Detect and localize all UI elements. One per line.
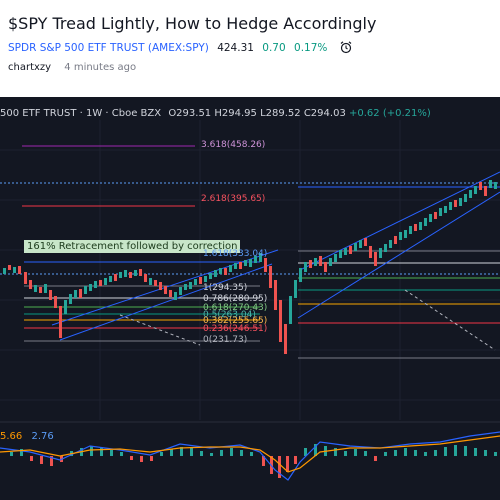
fib-label-1618: 1.618(333.04)	[203, 249, 268, 259]
author-name[interactable]: chartxzy	[8, 62, 52, 73]
alarm-clock-icon[interactable]	[339, 40, 353, 57]
price-chart[interactable]	[0, 97, 500, 500]
fib-label-2618: 2.618(395.65)	[201, 194, 266, 204]
symbol-change-percent: 0.17%	[294, 42, 328, 54]
fib-label-3618: 3.618(458.26)	[201, 140, 266, 150]
symbol-price: 424.31	[217, 42, 254, 54]
author-row: chartxzy 4 minutes ago	[8, 62, 136, 73]
symbol-row: SPDR S&P 500 ETF TRUST (AMEX:SPY) 424.31…	[8, 40, 353, 57]
fib-label-0: 0(231.73)	[203, 335, 248, 345]
ohlc-legend: 500 ETF TRUST · 1W · Cboe BZX O293.51 H2…	[0, 108, 431, 119]
macd-line	[0, 431, 500, 481]
ohlc-change: +0.62 (+0.21%)	[349, 108, 431, 119]
left-channel-lower	[59, 263, 273, 341]
indicator-values: 5.66 2.76	[0, 431, 54, 442]
idea-title: $SPY Tread Lightly, How to Hedge Accordi…	[8, 14, 377, 33]
fib-label-0236: 0.236(246.51)	[203, 324, 268, 334]
indicator-value-2: 2.76	[31, 431, 54, 442]
fib-label-0786: 0.786(280.95)	[203, 294, 268, 304]
annotation-note[interactable]: 161% Retracement followed by correction	[24, 240, 241, 253]
fib-label-05: 0.5(263.04)	[203, 310, 256, 320]
ohlc-low: L289.52	[260, 108, 301, 119]
ohlc-high: H294.95	[214, 108, 257, 119]
chart-panel[interactable]: 500 ETF TRUST · 1W · Cboe BZX O293.51 H2…	[0, 97, 500, 500]
ohlc-name: 500 ETF TRUST · 1W · Cboe BZX	[0, 108, 162, 119]
dashed-trend-left	[119, 314, 201, 346]
fib-label-0382: 0.382(255.65)	[203, 316, 268, 326]
idea-header: $SPY Tread Lightly, How to Hedge Accordi…	[0, 0, 500, 97]
candles-right	[299, 180, 497, 282]
symbol-change: 0.70	[262, 42, 286, 54]
publish-time: 4 minutes ago	[64, 62, 137, 73]
indicator-value-1: 5.66	[0, 431, 23, 442]
right-channel-lower	[297, 191, 500, 319]
ohlc-close: C294.03	[303, 108, 346, 119]
candles-left	[3, 253, 297, 354]
fib-label-1: 1(294.35)	[203, 283, 248, 293]
symbol-link[interactable]: SPDR S&P 500 ETF TRUST (AMEX:SPY)	[8, 42, 209, 54]
right-channel-upper	[299, 171, 500, 271]
signal-line	[0, 435, 500, 473]
dashed-trend-right	[404, 289, 496, 351]
ohlc-open: O293.51	[168, 108, 212, 119]
fib-label-0618: 0.618(270.43)	[203, 303, 268, 313]
